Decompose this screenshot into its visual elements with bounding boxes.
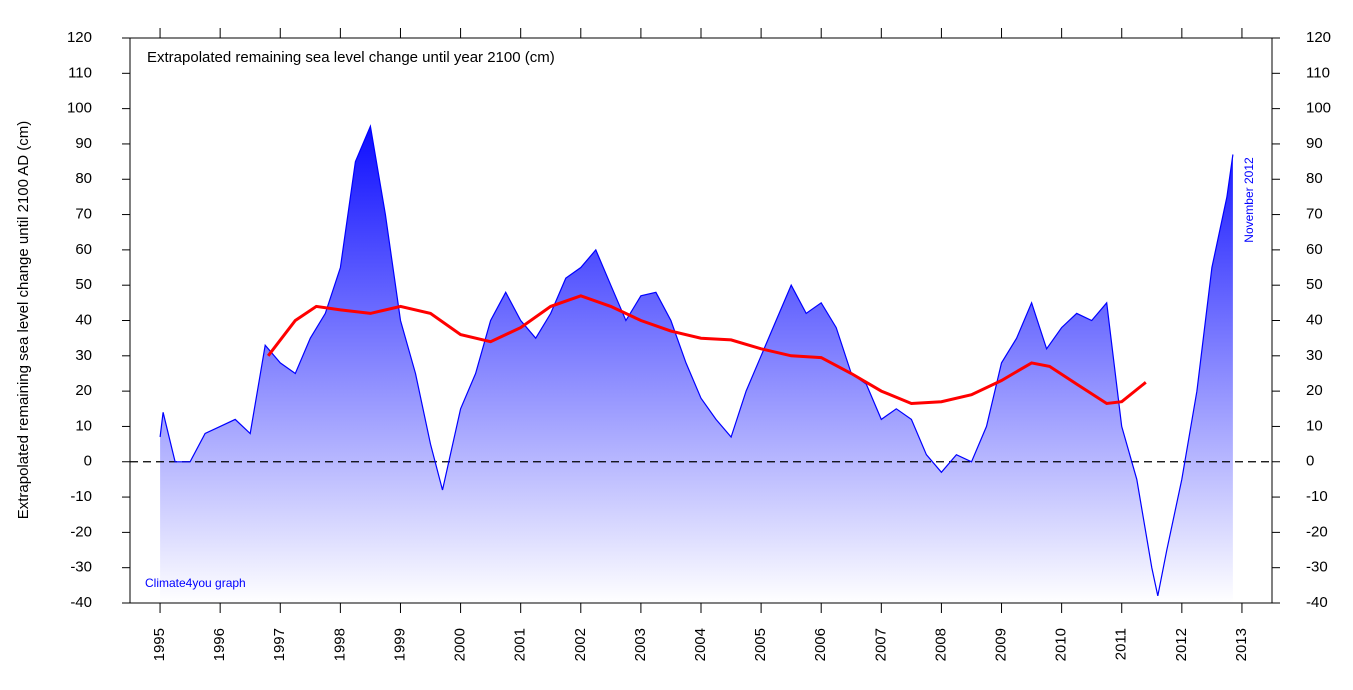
x-tick-label: 2009 [992, 628, 1009, 661]
y2-tick-label: 120 [1306, 29, 1331, 46]
y2-tick-label: -10 [1306, 488, 1328, 505]
y-tick-label: 90 [75, 135, 92, 152]
y2-tick-label: 90 [1306, 135, 1323, 152]
x-tick-label: 2004 [692, 628, 709, 661]
x-tick-label: 2006 [812, 628, 829, 661]
y2-tick-label: 50 [1306, 276, 1323, 293]
x-tick-label: 2003 [632, 628, 649, 661]
y2-tick-label: 10 [1306, 417, 1323, 434]
y2-tick-label: 0 [1306, 453, 1314, 470]
y-tick-label: 40 [75, 311, 92, 328]
y-tick-label: 100 [67, 100, 92, 117]
x-tick-label: 2011 [1113, 628, 1130, 660]
x-tick-label: 2008 [932, 628, 949, 661]
y2-tick-label: -40 [1306, 594, 1328, 611]
y2-tick-label: -20 [1306, 523, 1328, 540]
y-axis-label: Extrapolated remaining sea level change … [15, 121, 32, 520]
y2-tick-label: 40 [1306, 311, 1323, 328]
y-tick-label: 20 [75, 382, 92, 399]
y-tick-label: 110 [68, 64, 92, 81]
y-tick-label: 70 [75, 206, 92, 223]
y2-tick-label: 30 [1306, 347, 1323, 364]
y-tick-label: 80 [75, 170, 92, 187]
x-tick-label: 1997 [271, 628, 288, 661]
series-line [267, 294, 1147, 406]
x-tick-label: 1996 [211, 628, 228, 661]
x-tick-label: 2001 [512, 628, 529, 661]
x-tick-label: 1998 [331, 628, 348, 661]
y-tick-label: -10 [70, 488, 92, 505]
x-tick-label: 2000 [452, 628, 469, 661]
source-note: Climate4you graph [145, 576, 246, 590]
y-tick-label: 120 [67, 29, 92, 46]
y-tick-label: 10 [75, 417, 92, 434]
y-tick-label: -30 [70, 559, 92, 576]
x-tick-label: 2002 [572, 628, 589, 661]
y2-tick-label: 70 [1306, 206, 1323, 223]
y2-tick-label: 60 [1306, 241, 1323, 258]
x-tick-label: 2013 [1233, 628, 1250, 661]
series-line [159, 124, 1234, 597]
x-tick-label: 1995 [151, 628, 168, 661]
y2-tick-label: -30 [1306, 559, 1328, 576]
y-tick-label: 60 [75, 241, 92, 258]
y-tick-label: -40 [70, 594, 92, 611]
y-tick-label: 30 [75, 347, 92, 364]
y2-tick-label: 110 [1306, 64, 1330, 81]
x-tick-label: 2005 [752, 628, 769, 661]
y-tick-label: 50 [75, 276, 92, 293]
y2-tick-label: 80 [1306, 170, 1323, 187]
y2-tick-label: 100 [1306, 100, 1331, 117]
x-tick-label: 2012 [1173, 628, 1190, 661]
plot-layer [130, 124, 1272, 604]
x-tick-label: 2007 [872, 628, 889, 661]
chart-title: Extrapolated remaining sea level change … [147, 49, 555, 66]
x-tick-label: 1999 [391, 628, 408, 661]
y-tick-label: -20 [70, 523, 92, 540]
x-tick-label: 2010 [1053, 628, 1070, 661]
date-note: November 2012 [1242, 157, 1256, 243]
y2-tick-label: 20 [1306, 382, 1323, 399]
y-tick-label: 0 [84, 453, 92, 470]
area [160, 126, 1233, 604]
